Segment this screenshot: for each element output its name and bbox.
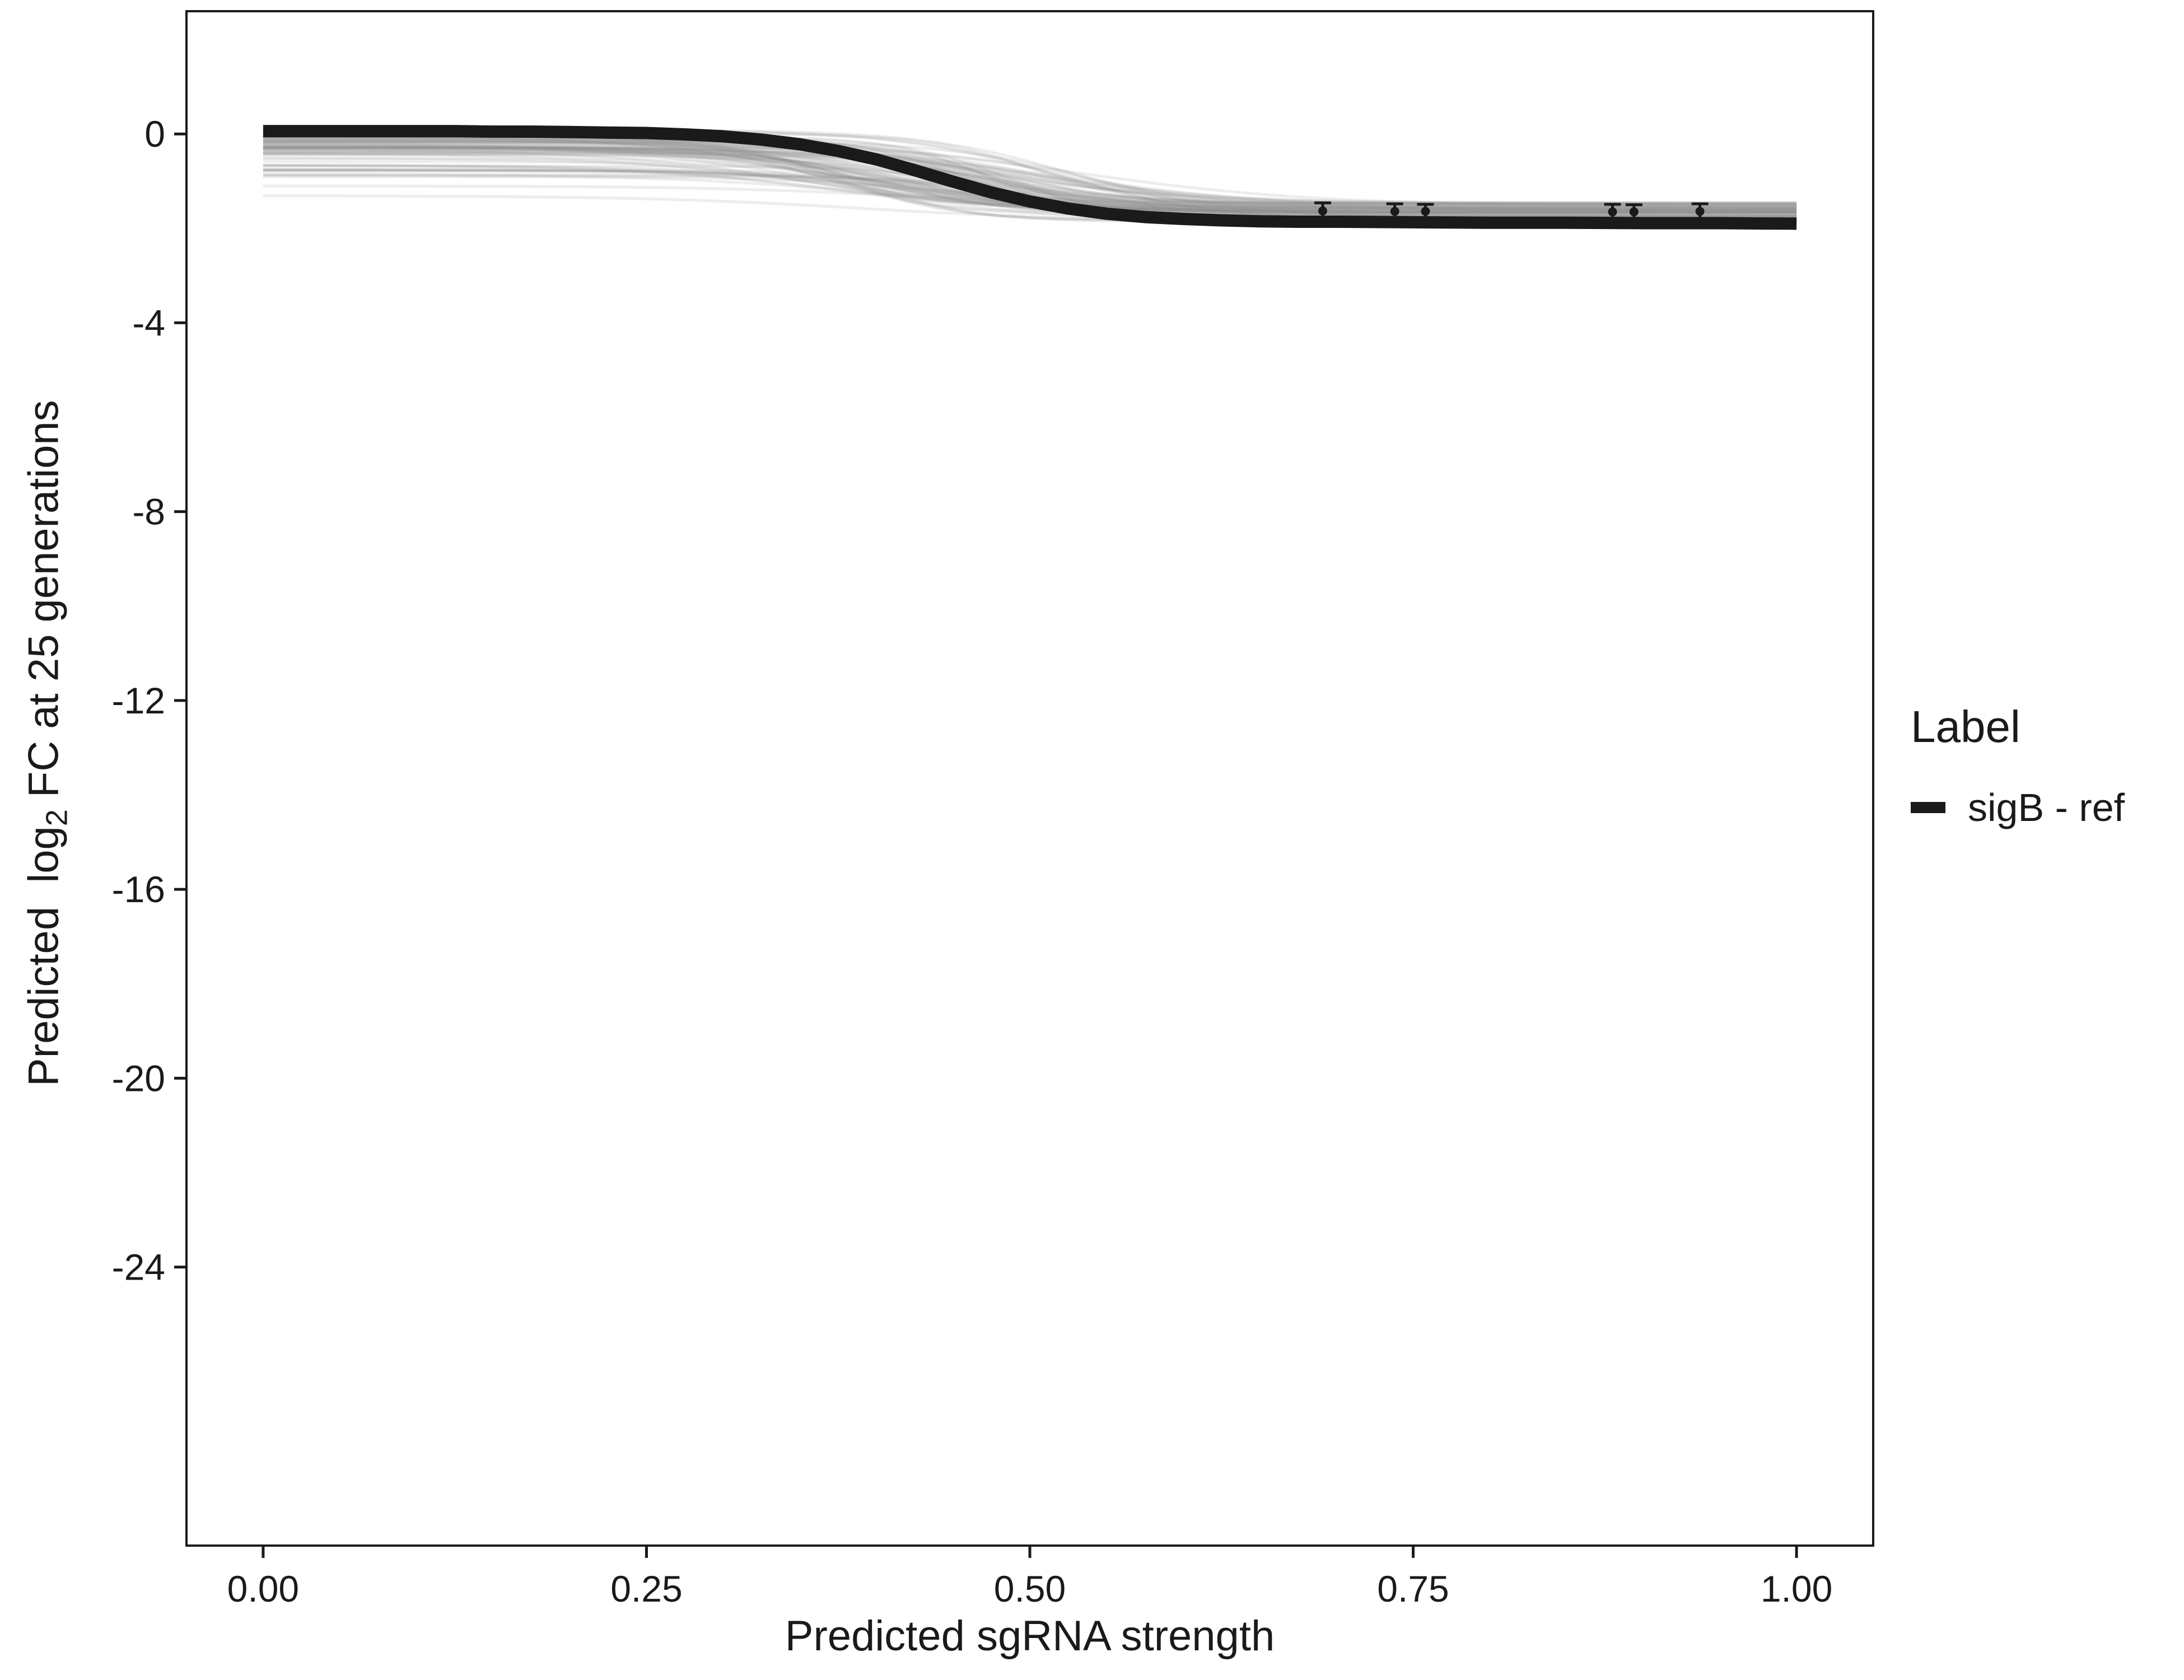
ensemble-curve bbox=[263, 152, 1797, 217]
data-point bbox=[1695, 207, 1705, 216]
ensemble-curve bbox=[263, 139, 1797, 212]
ensemble-curve bbox=[263, 146, 1797, 214]
data-point bbox=[1318, 206, 1327, 216]
legend-item-label: sigB - ref bbox=[1968, 786, 2125, 829]
ensemble-curve bbox=[263, 146, 1797, 211]
ensemble-curve bbox=[263, 169, 1797, 212]
ensemble-curve bbox=[263, 137, 1797, 217]
axes: 0.00 0.25 0.50 0.75 1.00 0 -4 -8 -12 -16 -20 -24 bbox=[112, 113, 1833, 1609]
ensemble-curve bbox=[263, 139, 1797, 216]
ensemble-curves bbox=[263, 128, 1797, 225]
data-point bbox=[1421, 207, 1430, 216]
x-axis-title: Predicted sgRNA strength bbox=[785, 1612, 1275, 1660]
ensemble-curve bbox=[263, 137, 1797, 215]
ensemble-curve bbox=[263, 146, 1797, 207]
ensemble-curve bbox=[263, 146, 1797, 218]
y-tick-label: -8 bbox=[132, 491, 165, 533]
y-tick-label: 0 bbox=[144, 113, 165, 155]
main-curve bbox=[263, 125, 1797, 230]
legend-line-swatch bbox=[1911, 802, 1945, 813]
y-tick-label: -20 bbox=[112, 1057, 165, 1099]
ensemble-curve bbox=[263, 146, 1797, 209]
ensemble-curve bbox=[263, 152, 1797, 218]
y-axis-title-post: FC at 25 generations bbox=[20, 399, 68, 809]
x-tick-label: 0.50 bbox=[994, 1568, 1066, 1609]
ensemble-curve bbox=[263, 136, 1797, 207]
ensemble-curve bbox=[263, 141, 1797, 212]
x-tick-label: 1.00 bbox=[1761, 1568, 1832, 1609]
legend-item: sigB - ref bbox=[1911, 785, 2125, 830]
ensemble-curve bbox=[263, 139, 1797, 216]
ensemble-curve bbox=[263, 136, 1797, 213]
y-tick-label: -24 bbox=[112, 1247, 165, 1288]
ensemble-curve bbox=[263, 145, 1797, 212]
ensemble-curve bbox=[263, 146, 1797, 209]
y-axis-title-pre: Predicted log bbox=[20, 825, 68, 1086]
data-point bbox=[1629, 207, 1639, 217]
ensemble-curve bbox=[263, 169, 1797, 206]
y-tick-label: -12 bbox=[112, 680, 165, 721]
legend-title: Label bbox=[1911, 702, 2020, 752]
data-point bbox=[1608, 207, 1617, 217]
x-tick-label: 0.25 bbox=[610, 1568, 682, 1609]
error-bars bbox=[1314, 201, 1709, 221]
x-tick-label: 0.00 bbox=[227, 1568, 299, 1609]
panel-border bbox=[185, 10, 1874, 1547]
y-axis-title-sub: 2 bbox=[40, 809, 74, 826]
y-tick-label: -16 bbox=[112, 869, 165, 910]
y-tick-label: -4 bbox=[132, 302, 165, 343]
ensemble-curve bbox=[263, 174, 1797, 214]
ensemble-curve bbox=[263, 146, 1797, 206]
data-point bbox=[1390, 207, 1399, 216]
legend: Label sigB - ref bbox=[1911, 701, 2125, 830]
ensemble-curve bbox=[263, 140, 1797, 211]
y-axis-title: Predicted log2 FC at 25 generations bbox=[16, 0, 74, 1557]
ensemble-curve bbox=[263, 139, 1797, 204]
ensemble-curve bbox=[263, 142, 1797, 214]
ensemble-curve bbox=[263, 148, 1797, 206]
x-tick-label: 0.75 bbox=[1377, 1568, 1449, 1609]
